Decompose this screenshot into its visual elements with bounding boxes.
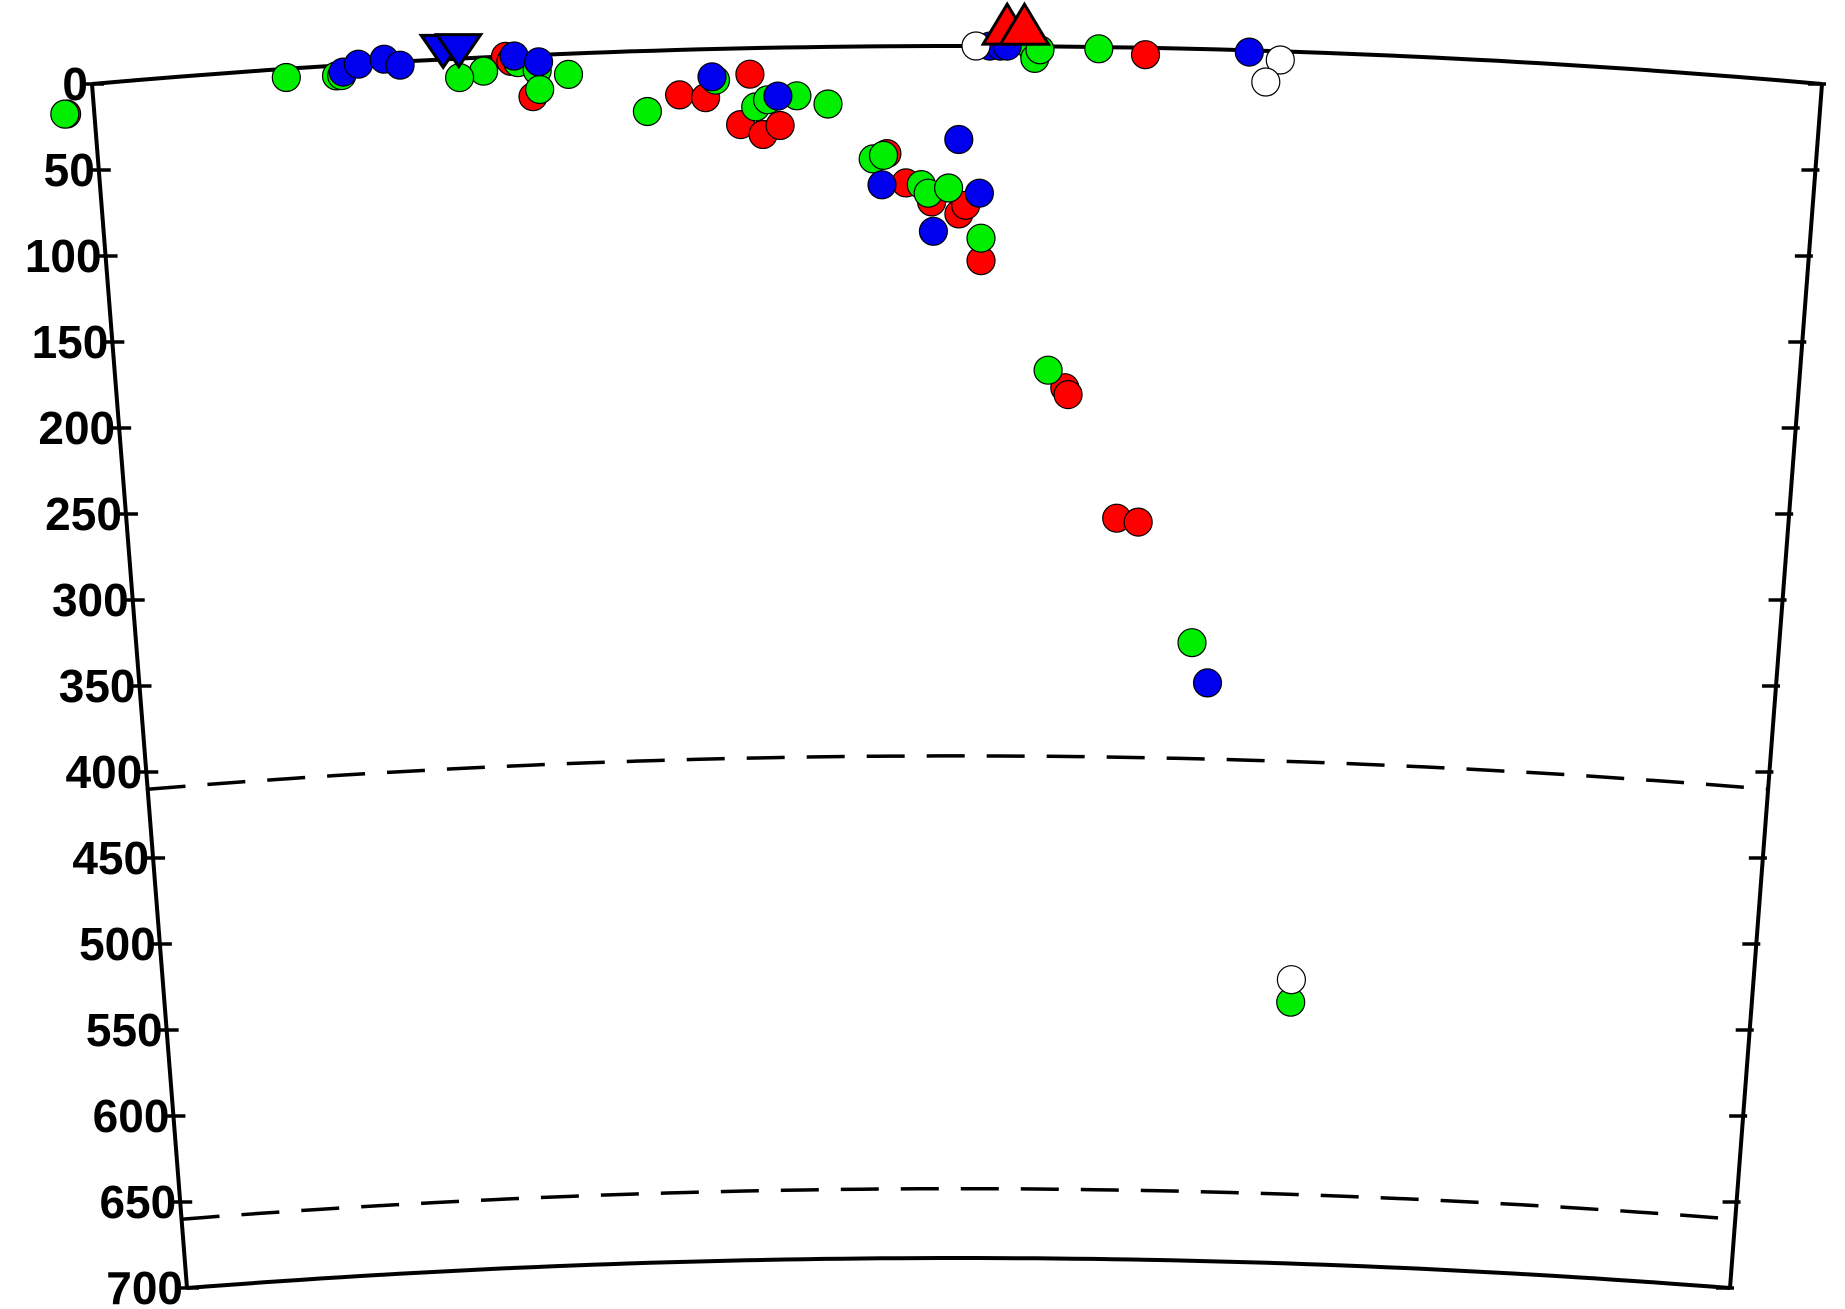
earthquake-point-blue bbox=[867, 170, 897, 200]
depth-tick-label: 600 bbox=[93, 1090, 170, 1142]
earthquake-point-red bbox=[735, 59, 765, 89]
depth-tick-label: 650 bbox=[99, 1176, 176, 1228]
depth-axis: 0501001502002503003504004505005506006507… bbox=[25, 58, 1826, 1309]
discontinuity-line bbox=[147, 754, 1769, 791]
earthquake-point-blue bbox=[697, 62, 727, 92]
earthquake-points bbox=[50, 31, 1307, 1017]
depth-tick-label: 200 bbox=[38, 402, 115, 454]
earthquake-point-blue bbox=[1234, 37, 1264, 67]
earthquake-point-red bbox=[1130, 40, 1161, 70]
earthquake-point-green bbox=[632, 96, 663, 127]
earthquake-point-green bbox=[966, 223, 996, 253]
earthquake-point-blue bbox=[944, 124, 974, 155]
earthquake-point-red bbox=[1123, 507, 1153, 537]
earthquake-point-green bbox=[868, 140, 899, 170]
earthquake-point-red bbox=[1053, 380, 1083, 410]
depth-tick-label: 150 bbox=[32, 316, 109, 368]
earthquake-point-blue bbox=[385, 50, 415, 80]
depth-tick-label: 300 bbox=[52, 574, 129, 626]
earthquake-point-blue bbox=[964, 178, 995, 208]
earthquake-point-green bbox=[525, 74, 555, 105]
volcano-triangle bbox=[997, 1, 1052, 46]
earthquake-point-blue bbox=[1192, 668, 1223, 698]
stations bbox=[418, 1, 1052, 71]
depth-tick-label: 500 bbox=[79, 918, 156, 970]
earthquake-point-red bbox=[664, 80, 695, 110]
earthquake-point-green bbox=[50, 99, 80, 129]
station-inverted-triangle bbox=[433, 33, 484, 70]
discontinuities bbox=[147, 754, 1769, 1221]
earthquake-point-green bbox=[553, 59, 584, 90]
depth-tick-label: 700 bbox=[106, 1262, 183, 1309]
earthquake-point-white bbox=[1276, 965, 1307, 995]
earthquake-point-blue bbox=[499, 41, 529, 71]
plot-frame bbox=[90, 44, 1824, 1290]
earthquake-point-white bbox=[1265, 45, 1295, 75]
earthquake-point-green bbox=[469, 56, 499, 86]
earthquake-point-green bbox=[933, 173, 964, 203]
depth-tick-label: 350 bbox=[59, 660, 136, 712]
earthquake-point-white bbox=[1251, 67, 1281, 97]
earthquake-point-green bbox=[813, 89, 843, 119]
earthquake-point-green bbox=[1177, 628, 1207, 658]
discontinuity-line bbox=[181, 1186, 1736, 1221]
depth-tick-label: 450 bbox=[72, 832, 149, 884]
earthquake-point-white bbox=[961, 31, 991, 61]
earthquake-point-blue bbox=[763, 81, 793, 111]
earthquake-point-green bbox=[1084, 34, 1114, 64]
earthquake-point-blue bbox=[523, 47, 554, 77]
earthquake-point-green bbox=[271, 62, 301, 93]
depth-tick-label: 100 bbox=[25, 230, 102, 282]
earthquake-point-blue bbox=[918, 216, 949, 246]
earthquake-point-blue bbox=[343, 49, 373, 79]
depth-tick-label: 550 bbox=[86, 1004, 163, 1056]
earthquake-point-red bbox=[765, 110, 795, 141]
bottom-arc bbox=[186, 1256, 1731, 1290]
earthquake-point-green bbox=[1033, 355, 1063, 385]
depth-tick-label: 50 bbox=[44, 144, 95, 196]
depth-tick-label: 400 bbox=[66, 746, 143, 798]
depth-tick-label: 250 bbox=[45, 488, 122, 540]
